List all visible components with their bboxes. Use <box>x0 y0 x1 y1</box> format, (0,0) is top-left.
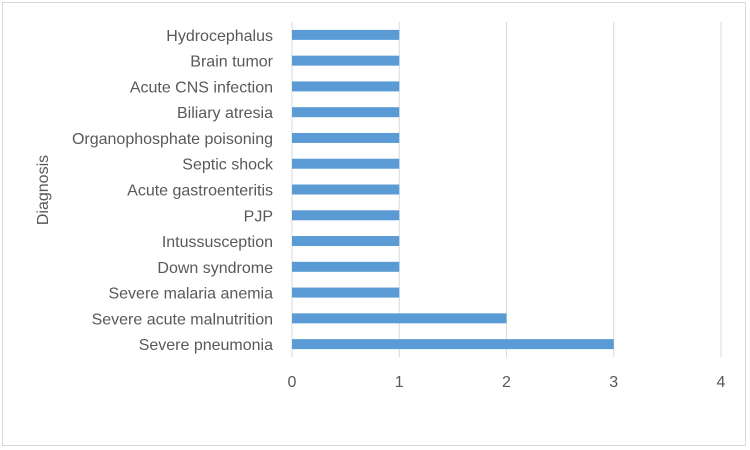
x-tick-label: 1 <box>395 374 404 391</box>
category-label: Severe acute malnutrition <box>92 311 273 328</box>
category-label: Organophosphate poisoning <box>72 131 273 148</box>
x-tick-label: 4 <box>717 374 726 391</box>
category-labels: Severe pneumonia Severe acute malnutritio… <box>72 28 274 354</box>
bar <box>292 261 400 272</box>
bars <box>292 29 614 350</box>
x-tick-labels: 0 1 2 3 4 <box>288 374 726 391</box>
bar <box>292 236 400 247</box>
bar <box>292 313 507 324</box>
category-label: Down syndrome <box>157 260 273 277</box>
bar <box>292 287 400 298</box>
bar <box>292 81 400 92</box>
category-label: Biliary atresia <box>177 105 273 122</box>
x-tick-label: 2 <box>502 374 511 391</box>
y-axis-title: Diagnosis <box>35 155 52 225</box>
bar <box>292 132 400 143</box>
bar <box>292 339 614 350</box>
bar <box>292 29 400 40</box>
bar <box>292 107 400 118</box>
bar <box>292 158 400 169</box>
category-label: Brain tumor <box>190 54 273 71</box>
category-label: Septic shock <box>182 157 274 174</box>
category-label: Intussusception <box>162 234 273 251</box>
bar <box>292 55 400 66</box>
category-label: Severe malaria anemia <box>108 286 273 303</box>
x-tick-label: 3 <box>609 374 618 391</box>
category-label: PJP <box>244 208 273 225</box>
category-label: Acute CNS infection <box>130 79 273 96</box>
bar <box>292 210 400 221</box>
chart-area <box>2 2 746 446</box>
category-label: Severe pneumonia <box>139 337 273 354</box>
x-tick-label: 0 <box>288 374 297 391</box>
category-label: Acute gastroenteritis <box>127 183 273 200</box>
bar <box>292 184 400 195</box>
category-label: Hydrocephalus <box>166 28 273 45</box>
